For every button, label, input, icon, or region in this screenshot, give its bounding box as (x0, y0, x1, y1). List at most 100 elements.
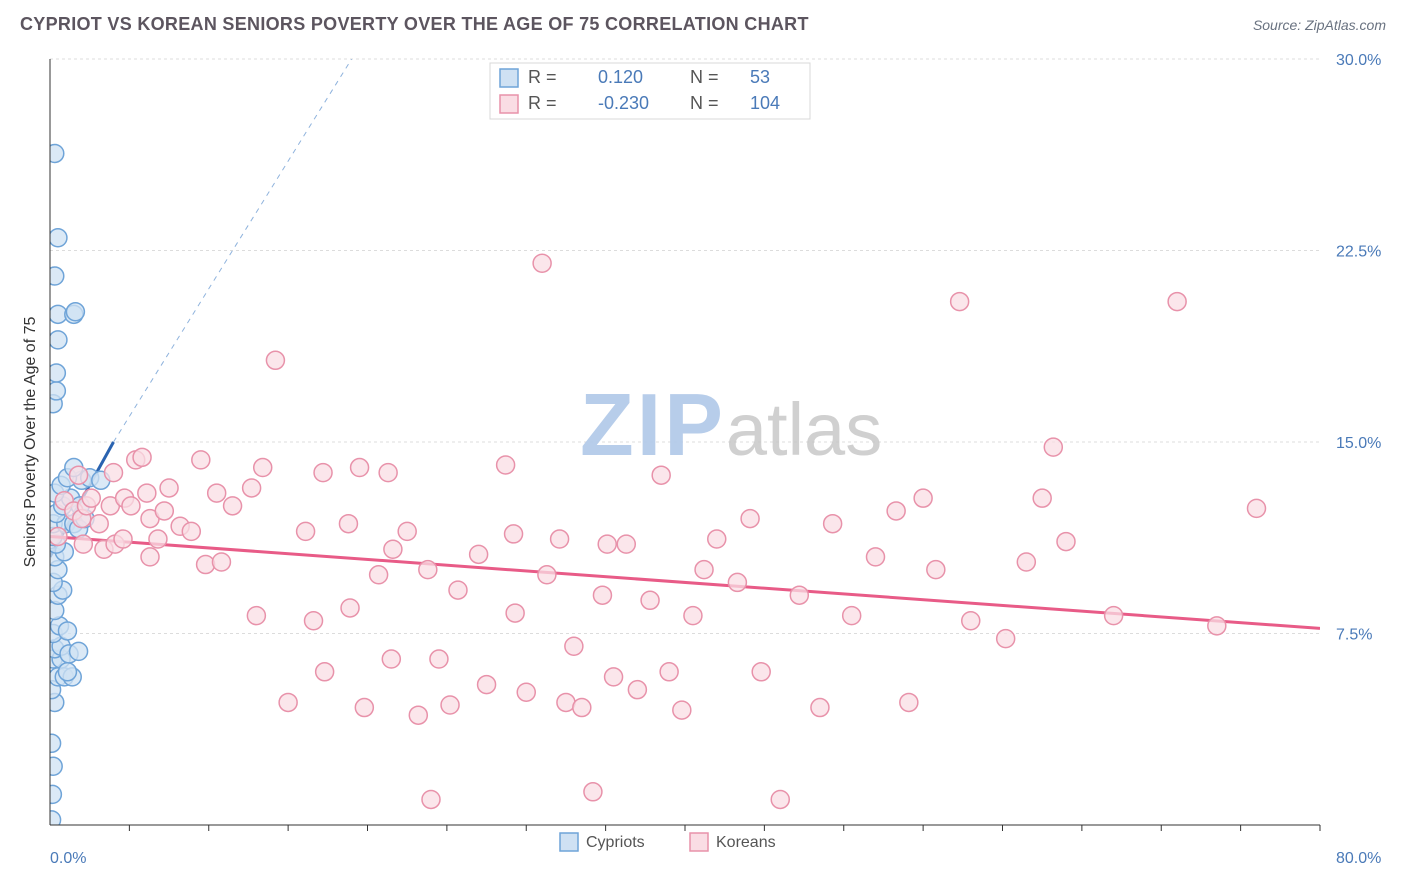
chart-title: CYPRIOT VS KOREAN SENIORS POVERTY OVER T… (20, 14, 809, 35)
point-koreans (254, 459, 272, 477)
legend-label: Koreans (716, 834, 776, 851)
point-koreans (105, 464, 123, 482)
point-koreans (824, 515, 842, 533)
point-koreans (341, 599, 359, 617)
point-koreans (305, 612, 323, 630)
point-koreans (505, 525, 523, 543)
point-koreans (314, 464, 332, 482)
point-koreans (533, 254, 551, 272)
point-cypriots (58, 622, 76, 640)
point-koreans (370, 566, 388, 584)
point-koreans (384, 540, 402, 558)
point-cypriots (66, 303, 84, 321)
point-koreans (708, 530, 726, 548)
point-koreans (49, 527, 67, 545)
point-koreans (617, 535, 635, 553)
point-koreans (1033, 489, 1051, 507)
point-koreans (695, 561, 713, 579)
point-koreans (660, 663, 678, 681)
point-cypriots (46, 267, 64, 285)
point-koreans (351, 459, 369, 477)
point-koreans (927, 561, 945, 579)
point-koreans (382, 650, 400, 668)
point-koreans (584, 783, 602, 801)
point-koreans (192, 451, 210, 469)
point-koreans (133, 448, 151, 466)
y-tick-label: 15.0% (1336, 435, 1381, 452)
point-koreans (1057, 533, 1075, 551)
y-axis-label: Seniors Poverty Over the Age of 75 (22, 317, 39, 568)
header: CYPRIOT VS KOREAN SENIORS POVERTY OVER T… (0, 0, 1406, 35)
point-koreans (605, 668, 623, 686)
y-tick-label: 22.5% (1336, 244, 1381, 261)
point-koreans (355, 699, 373, 717)
point-koreans (673, 701, 691, 719)
point-cypriots (43, 811, 61, 829)
point-koreans (1248, 499, 1266, 517)
point-koreans (243, 479, 261, 497)
point-koreans (114, 530, 132, 548)
point-koreans (122, 497, 140, 515)
point-koreans (141, 548, 159, 566)
chart-svg: ZIPatlas Seniors Poverty Over the Age of … (0, 35, 1406, 885)
point-cypriots (70, 642, 88, 660)
point-koreans (409, 706, 427, 724)
legend-label: Cypriots (586, 834, 645, 851)
point-cypriots (44, 757, 62, 775)
stats-swatch-koreans (500, 95, 518, 113)
point-cypriots (58, 663, 76, 681)
point-cypriots (43, 734, 61, 752)
point-koreans (197, 556, 215, 574)
point-koreans (90, 515, 108, 533)
point-koreans (379, 464, 397, 482)
point-koreans (470, 545, 488, 563)
point-koreans (182, 522, 200, 540)
legend-swatch (560, 833, 578, 851)
point-koreans (752, 663, 770, 681)
watermark: ZIPatlas (580, 375, 882, 474)
point-koreans (149, 530, 167, 548)
legend-swatch (690, 833, 708, 851)
point-koreans (962, 612, 980, 630)
point-koreans (497, 456, 515, 474)
y-tick-label: 7.5% (1336, 627, 1372, 644)
point-koreans (538, 566, 556, 584)
point-koreans (887, 502, 905, 520)
point-koreans (74, 535, 92, 553)
point-koreans (914, 489, 932, 507)
point-koreans (1168, 293, 1186, 311)
point-koreans (449, 581, 467, 599)
point-koreans (398, 522, 416, 540)
chart-area: ZIPatlas Seniors Poverty Over the Age of … (0, 35, 1406, 885)
point-koreans (430, 650, 448, 668)
point-koreans (478, 676, 496, 694)
point-koreans (900, 693, 918, 711)
point-cypriots (49, 331, 67, 349)
point-koreans (951, 293, 969, 311)
point-koreans (517, 683, 535, 701)
point-koreans (138, 484, 156, 502)
point-koreans (212, 553, 230, 571)
point-koreans (224, 497, 242, 515)
point-koreans (82, 489, 100, 507)
point-koreans (208, 484, 226, 502)
point-koreans (1105, 607, 1123, 625)
point-koreans (155, 502, 173, 520)
point-koreans (598, 535, 616, 553)
point-koreans (741, 510, 759, 528)
point-cypriots (43, 785, 61, 803)
x-tick-label: 80.0% (1336, 850, 1381, 867)
point-koreans (160, 479, 178, 497)
point-koreans (316, 663, 334, 681)
point-koreans (628, 681, 646, 699)
point-koreans (811, 699, 829, 717)
point-koreans (297, 522, 315, 540)
point-koreans (652, 466, 670, 484)
point-koreans (339, 515, 357, 533)
point-koreans (1017, 553, 1035, 571)
point-koreans (266, 351, 284, 369)
point-koreans (1044, 438, 1062, 456)
point-koreans (641, 591, 659, 609)
point-koreans (593, 586, 611, 604)
point-koreans (843, 607, 861, 625)
